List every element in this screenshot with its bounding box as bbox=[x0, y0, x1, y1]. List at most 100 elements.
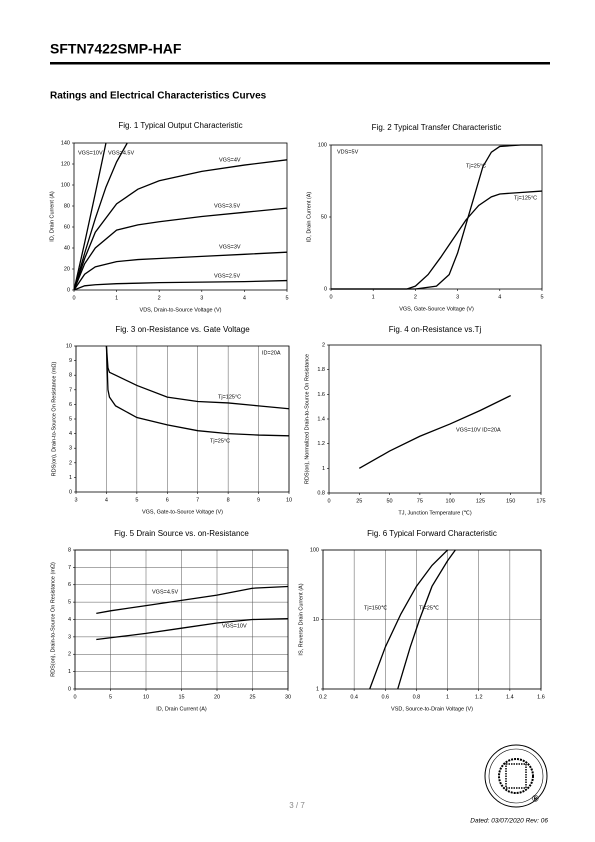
y-tick-label: 1.8 bbox=[317, 367, 325, 373]
x-tick-label: 15 bbox=[178, 694, 184, 700]
y-tick-label: 2 bbox=[69, 460, 72, 466]
y-axis-label: RDS(on), Drain-to-Source On Resistance (… bbox=[51, 361, 57, 476]
x-tick-label: 20 bbox=[214, 694, 220, 700]
x-tick-label: 7 bbox=[196, 497, 199, 503]
series-line bbox=[358, 394, 511, 469]
y-tick-label: 4 bbox=[68, 617, 71, 623]
annotation: ID=20A bbox=[262, 350, 281, 356]
chart-title: Fig. 5 Drain Source vs. on-Resistance bbox=[114, 529, 249, 538]
y-tick-label: 40 bbox=[64, 245, 70, 251]
y-tick-label: 6 bbox=[68, 582, 71, 588]
series-label: VGS=10V bbox=[78, 150, 103, 156]
x-tick-label: 5 bbox=[285, 295, 288, 301]
y-tick-label: 10 bbox=[66, 343, 72, 349]
x-tick-label: 0.8 bbox=[413, 694, 421, 700]
x-tick-label: 2 bbox=[414, 294, 417, 300]
x-tick-label: 150 bbox=[506, 498, 515, 504]
x-tick-label: 0 bbox=[73, 694, 76, 700]
x-tick-label: 9 bbox=[257, 497, 260, 503]
x-axis-label: VSD, Source-to-Drain Voltage (V) bbox=[391, 706, 473, 712]
series-label: Tj=25°C bbox=[466, 163, 486, 169]
y-tick-label: 8 bbox=[69, 373, 72, 379]
series-line bbox=[73, 279, 288, 291]
chart-title: Fig. 4 on-Resistance vs.Tj bbox=[389, 325, 482, 334]
x-tick-label: 10 bbox=[286, 497, 292, 503]
y-tick-label: 100 bbox=[318, 142, 327, 148]
x-axis-label: VDS, Drain-to-Source Voltage (V) bbox=[140, 307, 222, 313]
y-tick-label: 50 bbox=[321, 214, 327, 220]
y-tick-label: 0.8 bbox=[317, 490, 325, 496]
x-tick-label: 10 bbox=[143, 694, 149, 700]
series-label: Tj=125°C bbox=[218, 394, 241, 400]
section-title: Ratings and Electrical Characteristics C… bbox=[50, 91, 267, 102]
plot-frame bbox=[73, 142, 288, 291]
x-tick-label: 0.4 bbox=[350, 694, 358, 700]
x-tick-label: 0 bbox=[329, 294, 332, 300]
y-tick-label: 1.6 bbox=[317, 392, 325, 398]
logo-mark: ® bbox=[532, 793, 539, 803]
y-tick-label: 60 bbox=[64, 224, 70, 230]
x-tick-label: 8 bbox=[227, 497, 230, 503]
x-tick-label: 1.6 bbox=[537, 694, 545, 700]
x-tick-label: 5 bbox=[540, 294, 543, 300]
plot-frame bbox=[322, 549, 542, 690]
x-tick-label: 0 bbox=[72, 295, 75, 301]
y-axis-label: ID, Drain Current (A) bbox=[306, 192, 312, 243]
series-line bbox=[73, 142, 128, 291]
x-tick-label: 100 bbox=[446, 498, 455, 504]
y-axis-label: IS, Reverse Drain Current (A) bbox=[298, 583, 304, 655]
chart-title: Fig. 2 Typical Transfer Characteristic bbox=[372, 123, 502, 132]
y-axis-label: ID, Drain Current (A) bbox=[49, 191, 55, 242]
series-label: VGS=3.5V bbox=[214, 203, 240, 209]
y-tick-label: 3 bbox=[69, 446, 72, 452]
series-line bbox=[96, 585, 289, 615]
series-label: VGS=4.5V bbox=[108, 150, 134, 156]
series-line bbox=[73, 159, 288, 291]
y-tick-label: 100 bbox=[61, 182, 70, 188]
x-tick-label: 1 bbox=[115, 295, 118, 301]
series-line bbox=[73, 207, 288, 291]
x-tick-label: 6 bbox=[166, 497, 169, 503]
header-rule bbox=[50, 62, 550, 65]
plot-frame bbox=[74, 549, 289, 690]
x-axis-label: VGS, Gate-to-Source Voltage (V) bbox=[142, 509, 223, 515]
doc-title: SFTN7422SMP-HAF bbox=[50, 41, 182, 57]
x-tick-label: 0 bbox=[327, 498, 330, 504]
y-axis-label: RDS(on), Normalized Drain-to-Source On R… bbox=[304, 354, 310, 484]
y-tick-label: 5 bbox=[68, 600, 71, 606]
series-line bbox=[331, 144, 542, 290]
series-label: Tj=125°C bbox=[514, 195, 537, 201]
x-tick-label: 3 bbox=[74, 497, 77, 503]
x-axis-label: ID, Drain Current (A) bbox=[156, 706, 207, 712]
y-tick-label: 10 bbox=[313, 617, 319, 623]
y-tick-label: 0 bbox=[68, 686, 71, 692]
x-axis-label: VGS, Gate-Source Voltage (V) bbox=[399, 306, 474, 312]
series-label: Tj=25°C bbox=[210, 438, 230, 444]
y-tick-label: 80 bbox=[64, 203, 70, 209]
x-tick-label: 4 bbox=[243, 295, 246, 301]
x-tick-label: 5 bbox=[135, 497, 138, 503]
y-tick-label: 1 bbox=[69, 475, 72, 481]
x-tick-label: 1 bbox=[372, 294, 375, 300]
x-tick-label: 2 bbox=[158, 295, 161, 301]
series-line bbox=[73, 251, 288, 291]
x-tick-label: 30 bbox=[285, 694, 291, 700]
logo bbox=[484, 744, 548, 808]
y-tick-label: 1.4 bbox=[317, 416, 325, 422]
x-tick-label: 0.6 bbox=[381, 694, 389, 700]
series-label: VGS=3V bbox=[219, 244, 241, 250]
x-tick-label: 50 bbox=[387, 498, 393, 504]
chart-title: Fig. 3 on-Resistance vs. Gate Voltage bbox=[115, 325, 250, 334]
y-tick-label: 1 bbox=[322, 466, 325, 472]
y-tick-label: 2 bbox=[68, 652, 71, 658]
y-tick-label: 7 bbox=[69, 387, 72, 393]
plot-frame bbox=[328, 344, 542, 494]
x-tick-label: 4 bbox=[105, 497, 108, 503]
y-tick-label: 1 bbox=[68, 669, 71, 675]
y-tick-label: 7 bbox=[68, 565, 71, 571]
series-line bbox=[105, 345, 290, 410]
x-tick-label: 5 bbox=[109, 694, 112, 700]
x-tick-label: 25 bbox=[356, 498, 362, 504]
series-line bbox=[331, 190, 543, 290]
series-line bbox=[397, 549, 456, 690]
